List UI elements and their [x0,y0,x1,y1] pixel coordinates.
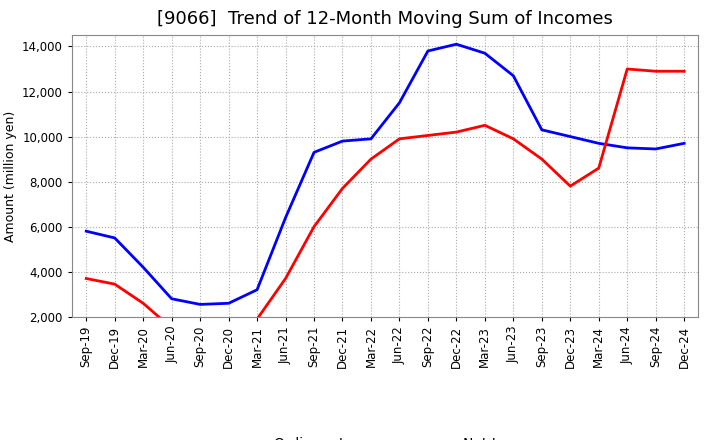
Net Income [225,330,233,335]
Net Income [338,186,347,191]
Net Income [82,276,91,281]
Ordinary Income [338,139,347,144]
Ordinary Income [139,264,148,270]
Net Income [139,301,148,306]
Ordinary Income [652,147,660,152]
Ordinary Income [509,73,518,78]
Ordinary Income [480,51,489,56]
Net Income [167,326,176,331]
Net Income [680,69,688,74]
Ordinary Income [623,145,631,150]
Ordinary Income [537,127,546,132]
Ordinary Income [110,235,119,241]
Ordinary Income [167,296,176,301]
Net Income [423,133,432,138]
Net Income [623,66,631,72]
Net Income [652,69,660,74]
Net Income [110,282,119,287]
Ordinary Income [680,141,688,146]
Net Income [253,316,261,322]
Net Income [310,224,318,229]
Net Income [480,123,489,128]
Net Income [452,129,461,135]
Ordinary Income [282,215,290,220]
Ordinary Income [566,134,575,139]
Ordinary Income [395,100,404,106]
Ordinary Income [595,141,603,146]
Net Income [595,165,603,171]
Y-axis label: Amount (million yen): Amount (million yen) [4,110,17,242]
Ordinary Income [82,228,91,234]
Ordinary Income [423,48,432,54]
Net Income [537,157,546,162]
Net Income [395,136,404,142]
Net Income [566,183,575,189]
Ordinary Income [366,136,375,142]
Net Income [366,157,375,162]
Title: [9066]  Trend of 12-Month Moving Sum of Incomes: [9066] Trend of 12-Month Moving Sum of I… [157,10,613,28]
Ordinary Income [452,41,461,47]
Ordinary Income [253,287,261,293]
Net Income [509,136,518,142]
Net Income [196,334,204,340]
Line: Ordinary Income: Ordinary Income [86,44,684,304]
Ordinary Income [196,302,204,307]
Net Income [282,276,290,281]
Ordinary Income [225,301,233,306]
Legend: Ordinary Income, Net Income: Ordinary Income, Net Income [222,431,548,440]
Line: Net Income: Net Income [86,69,684,337]
Ordinary Income [310,150,318,155]
